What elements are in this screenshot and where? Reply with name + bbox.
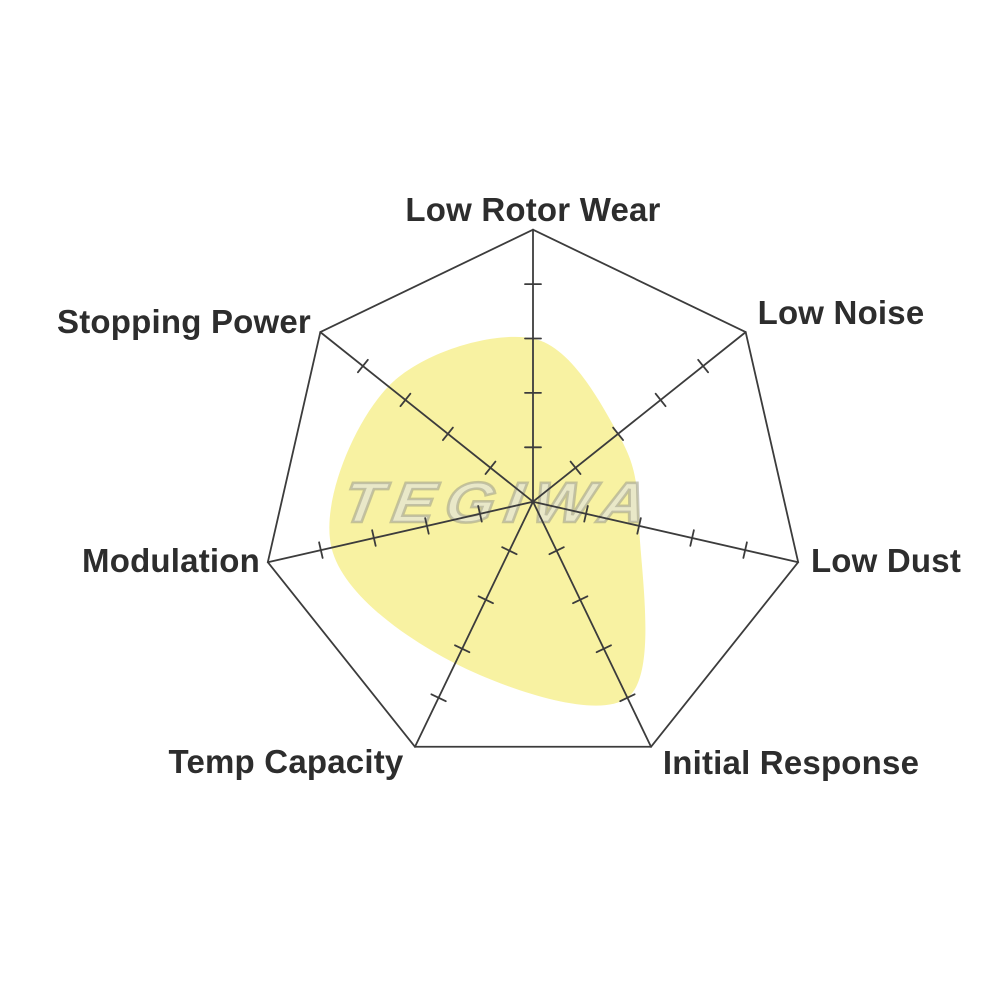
axis-label-stopping-power: Stopping Power <box>57 303 311 340</box>
radar-data-area <box>329 336 646 706</box>
axis-label-low-noise: Low Noise <box>757 294 925 331</box>
axis-label-initial-response: Initial Response <box>662 744 920 781</box>
axis-label-low-rotor-wear: Low Rotor Wear <box>405 191 661 228</box>
axis-label-low-dust: Low Dust <box>810 542 962 579</box>
axis-label-temp-capacity: Temp Capacity <box>168 743 404 780</box>
axis-label-modulation: Modulation <box>82 542 260 579</box>
